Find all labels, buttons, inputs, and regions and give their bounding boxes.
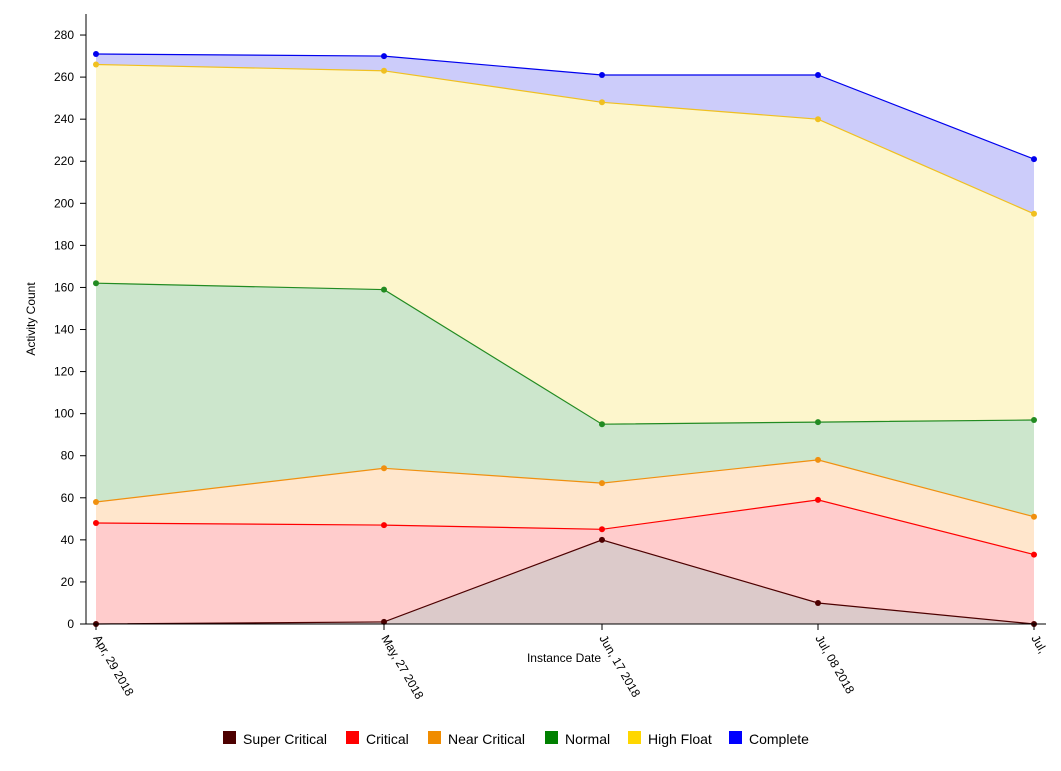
data-point-complete[interactable] xyxy=(381,53,387,60)
legend-swatch xyxy=(729,731,742,744)
y-axis-ticks: 0 20 40 60 80 100 120 140 160 180 200 220 240 260 280 xyxy=(54,28,86,631)
area-fill-normal xyxy=(96,283,1034,517)
axes xyxy=(85,14,1046,625)
data-point-high-float[interactable] xyxy=(815,116,821,123)
legend-swatch xyxy=(628,731,641,744)
data-point-normal[interactable] xyxy=(599,421,605,428)
data-point-high-float[interactable] xyxy=(381,67,387,74)
data-point-super-critical[interactable] xyxy=(815,600,821,606)
y-tick-label: 160 xyxy=(54,280,74,294)
legend-swatch xyxy=(428,731,441,744)
x-tick-label: Jul, 08 2018 xyxy=(812,633,857,697)
data-point-complete[interactable] xyxy=(93,51,99,57)
data-point-critical[interactable] xyxy=(381,522,387,529)
legend-item-critical[interactable]: Critical xyxy=(346,731,409,747)
y-tick-label: 200 xyxy=(54,196,74,210)
legend-label: Near Critical xyxy=(448,731,525,747)
y-tick-label: 140 xyxy=(54,323,74,337)
y-tick-label: 40 xyxy=(61,533,75,547)
data-point-near-critical[interactable] xyxy=(93,499,99,505)
legend-label: High Float xyxy=(648,731,712,747)
y-tick-label: 120 xyxy=(54,365,74,379)
legend-item-super-critical[interactable]: Super Critical xyxy=(223,731,327,747)
data-point-super-critical[interactable] xyxy=(381,618,387,625)
x-tick-label: May, 27 2018 xyxy=(378,633,426,702)
legend-label: Complete xyxy=(749,731,809,747)
legend-swatch xyxy=(545,731,558,744)
area-fill-near-critical xyxy=(96,459,1034,555)
y-tick-label: 80 xyxy=(61,449,75,463)
data-points xyxy=(93,51,1037,627)
data-point-near-critical[interactable] xyxy=(1031,513,1037,520)
data-point-high-float[interactable] xyxy=(93,61,99,68)
legend-item-near-critical[interactable]: Near Critical xyxy=(428,731,525,747)
legend: Super Critical Critical Near Critical Norma… xyxy=(223,731,809,747)
area-fills xyxy=(96,54,1034,624)
data-point-critical[interactable] xyxy=(93,520,99,526)
area-fill-super-critical xyxy=(96,539,1034,624)
legend-label: Normal xyxy=(565,731,610,747)
x-tick-label: Apr, 29 2018 xyxy=(90,633,136,699)
y-tick-label: 240 xyxy=(54,112,74,126)
data-point-critical[interactable] xyxy=(815,496,821,503)
legend-item-complete[interactable]: Complete xyxy=(729,731,809,747)
legend-swatch xyxy=(346,731,359,744)
area-fill-high-float xyxy=(96,64,1034,425)
legend-label: Critical xyxy=(366,731,409,747)
data-point-critical[interactable] xyxy=(599,526,605,533)
legend-item-normal[interactable]: Normal xyxy=(545,731,610,747)
data-point-complete[interactable] xyxy=(599,72,605,78)
data-point-critical[interactable] xyxy=(1031,551,1037,558)
x-tick-label: Jun, 17 2018 xyxy=(596,633,643,700)
y-tick-label: 60 xyxy=(61,491,75,505)
y-tick-label: 180 xyxy=(54,238,74,252)
y-tick-label: 220 xyxy=(54,154,74,168)
x-tick-label: Jul, xyxy=(1028,633,1049,656)
y-tick-label: 100 xyxy=(54,407,74,421)
y-tick-label: 280 xyxy=(54,28,74,42)
legend-label: Super Critical xyxy=(243,731,327,747)
data-point-near-critical[interactable] xyxy=(381,465,387,472)
data-point-normal[interactable] xyxy=(815,419,821,426)
data-point-high-float[interactable] xyxy=(599,99,605,106)
data-point-complete[interactable] xyxy=(815,72,821,78)
y-tick-label: 20 xyxy=(61,575,75,589)
y-tick-label: 0 xyxy=(67,617,74,631)
data-point-normal[interactable] xyxy=(381,286,387,293)
data-point-normal[interactable] xyxy=(1031,417,1037,423)
legend-item-high-float[interactable]: High Float xyxy=(628,731,712,747)
data-point-complete[interactable] xyxy=(1031,156,1037,163)
y-tick-label: 260 xyxy=(54,70,74,84)
data-point-high-float[interactable] xyxy=(1031,210,1037,217)
data-point-near-critical[interactable] xyxy=(815,456,821,463)
x-axis-title: Instance Date xyxy=(527,651,601,665)
data-point-normal[interactable] xyxy=(93,280,99,287)
data-point-super-critical[interactable] xyxy=(599,536,605,543)
area-fill-critical xyxy=(96,499,1034,624)
legend-swatch xyxy=(223,731,236,744)
area-fill-complete xyxy=(96,54,1034,214)
y-axis-title: Activity Count xyxy=(24,282,38,356)
data-point-near-critical[interactable] xyxy=(599,480,605,487)
